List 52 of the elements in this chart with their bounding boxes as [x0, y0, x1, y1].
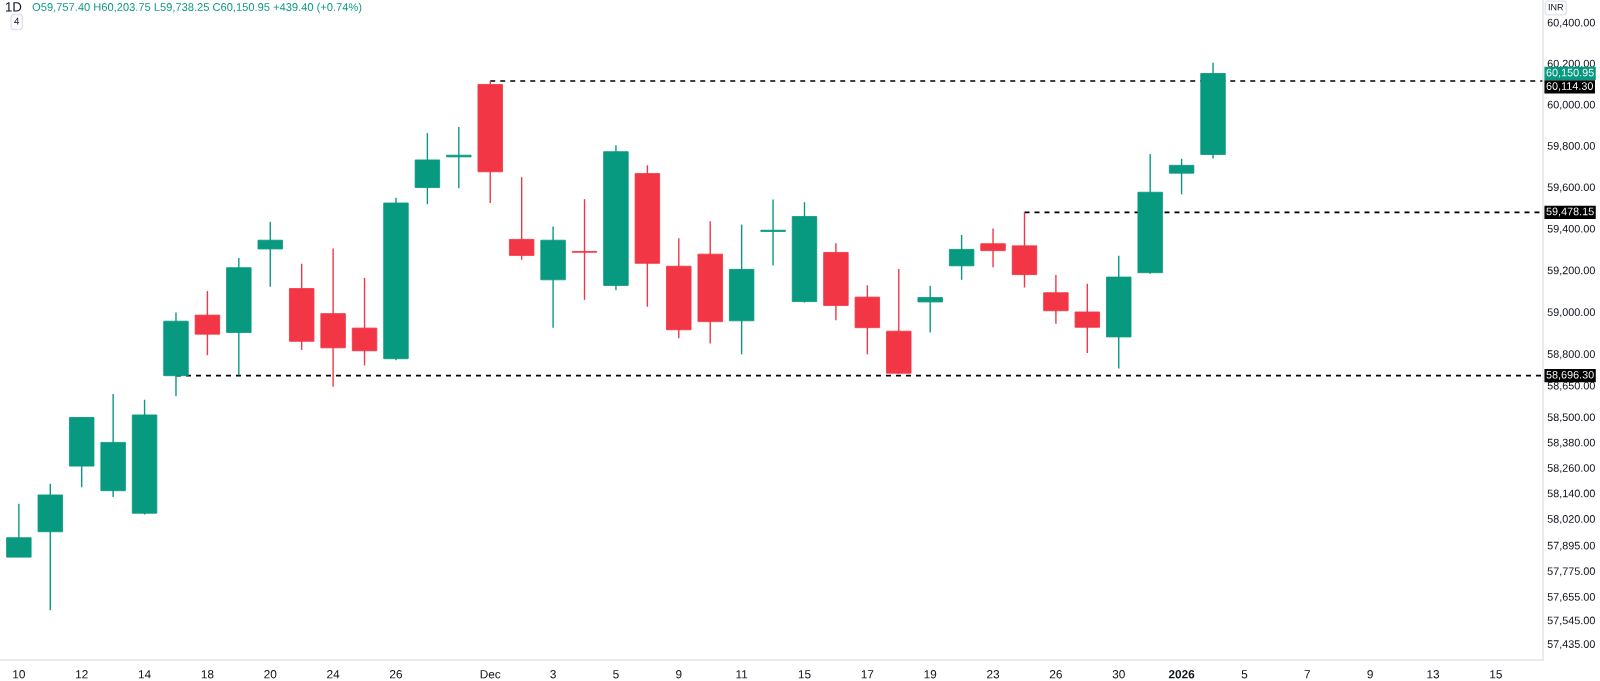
y-axis-title: INR	[1548, 4, 1564, 11]
x-tick-label: 3	[550, 670, 556, 679]
ref-line-label: 60,114.30	[1546, 82, 1593, 92]
y-tick-label: 58,020.00	[1547, 515, 1595, 525]
annotation: 4	[14, 17, 20, 25]
x-tick-label: 30	[1112, 670, 1125, 679]
x-tick-label: 5	[613, 670, 619, 679]
x-tick-label: 24	[327, 670, 340, 679]
x-tick-label: 13	[1427, 670, 1440, 679]
x-tick-label: 20	[264, 670, 277, 679]
y-tick-label: 57,655.00	[1547, 593, 1595, 602]
y-tick-label: 60,200.00	[1547, 59, 1595, 69]
x-tick-label: 11	[736, 670, 748, 679]
x-tick-label: 2026	[1168, 670, 1195, 679]
chart-subtitle: O59,757.40 H60,203.75 L59,738.25 C60,150.95 +439.40 (+0.74%)	[32, 2, 362, 14]
text: 60,150.95	[1546, 68, 1594, 78]
x-tick-label: 15	[798, 670, 811, 679]
x-tick-label: 5	[1241, 670, 1248, 679]
y-tick-label: 58,500.00	[1547, 413, 1595, 423]
ref-line-label: 58,696.30	[1546, 370, 1594, 380]
y-tick-label: 59,200.00	[1547, 266, 1595, 276]
y-tick-label: 57,895.00	[1547, 541, 1595, 551]
x-tick-label: 26	[1049, 670, 1062, 679]
y-tick-label: 58,380.00	[1547, 438, 1595, 448]
ref-line-label: 59,478.15	[1546, 207, 1594, 217]
x-tick-label: 14	[138, 670, 151, 679]
y-tick-label: 57,775.00	[1547, 567, 1595, 577]
x-tick-label: 26	[389, 670, 403, 679]
x-tick-label: 9	[676, 670, 682, 679]
x-tick-label: 19	[924, 670, 937, 679]
x-tick-label: 9	[1367, 670, 1373, 679]
y-tick-label: 58,140.00	[1547, 489, 1595, 499]
y-tick-label: 60,000.00	[1547, 100, 1595, 110]
chart-title: 1D	[6, 2, 22, 12]
x-tick-label: 17	[861, 670, 874, 679]
x-tick-label: 15	[1490, 670, 1502, 679]
y-tick-label: 57,545.00	[1547, 616, 1595, 626]
x-tick-label: 12	[76, 670, 88, 679]
y-tick-label: 59,000.00	[1547, 308, 1595, 318]
x-tick-label: 23	[987, 670, 1000, 679]
y-tick-label: 59,600.00	[1547, 183, 1595, 193]
x-tick-label: 7	[1304, 670, 1310, 679]
x-tick-label: 10	[13, 670, 25, 679]
y-tick-label: 59,400.00	[1547, 224, 1595, 234]
x-tick-label: Dec	[480, 670, 501, 679]
y-tick-label: 58,650.00	[1547, 381, 1595, 391]
x-tick-label: 18	[201, 670, 214, 679]
y-tick-label: 58,260.00	[1547, 464, 1595, 474]
y-tick-label: 59,800.00	[1547, 142, 1595, 152]
y-tick-label: 57,435.00	[1547, 640, 1595, 650]
y-tick-label: 58,800.00	[1547, 350, 1595, 360]
y-tick-label: 60,400.00	[1547, 18, 1595, 28]
